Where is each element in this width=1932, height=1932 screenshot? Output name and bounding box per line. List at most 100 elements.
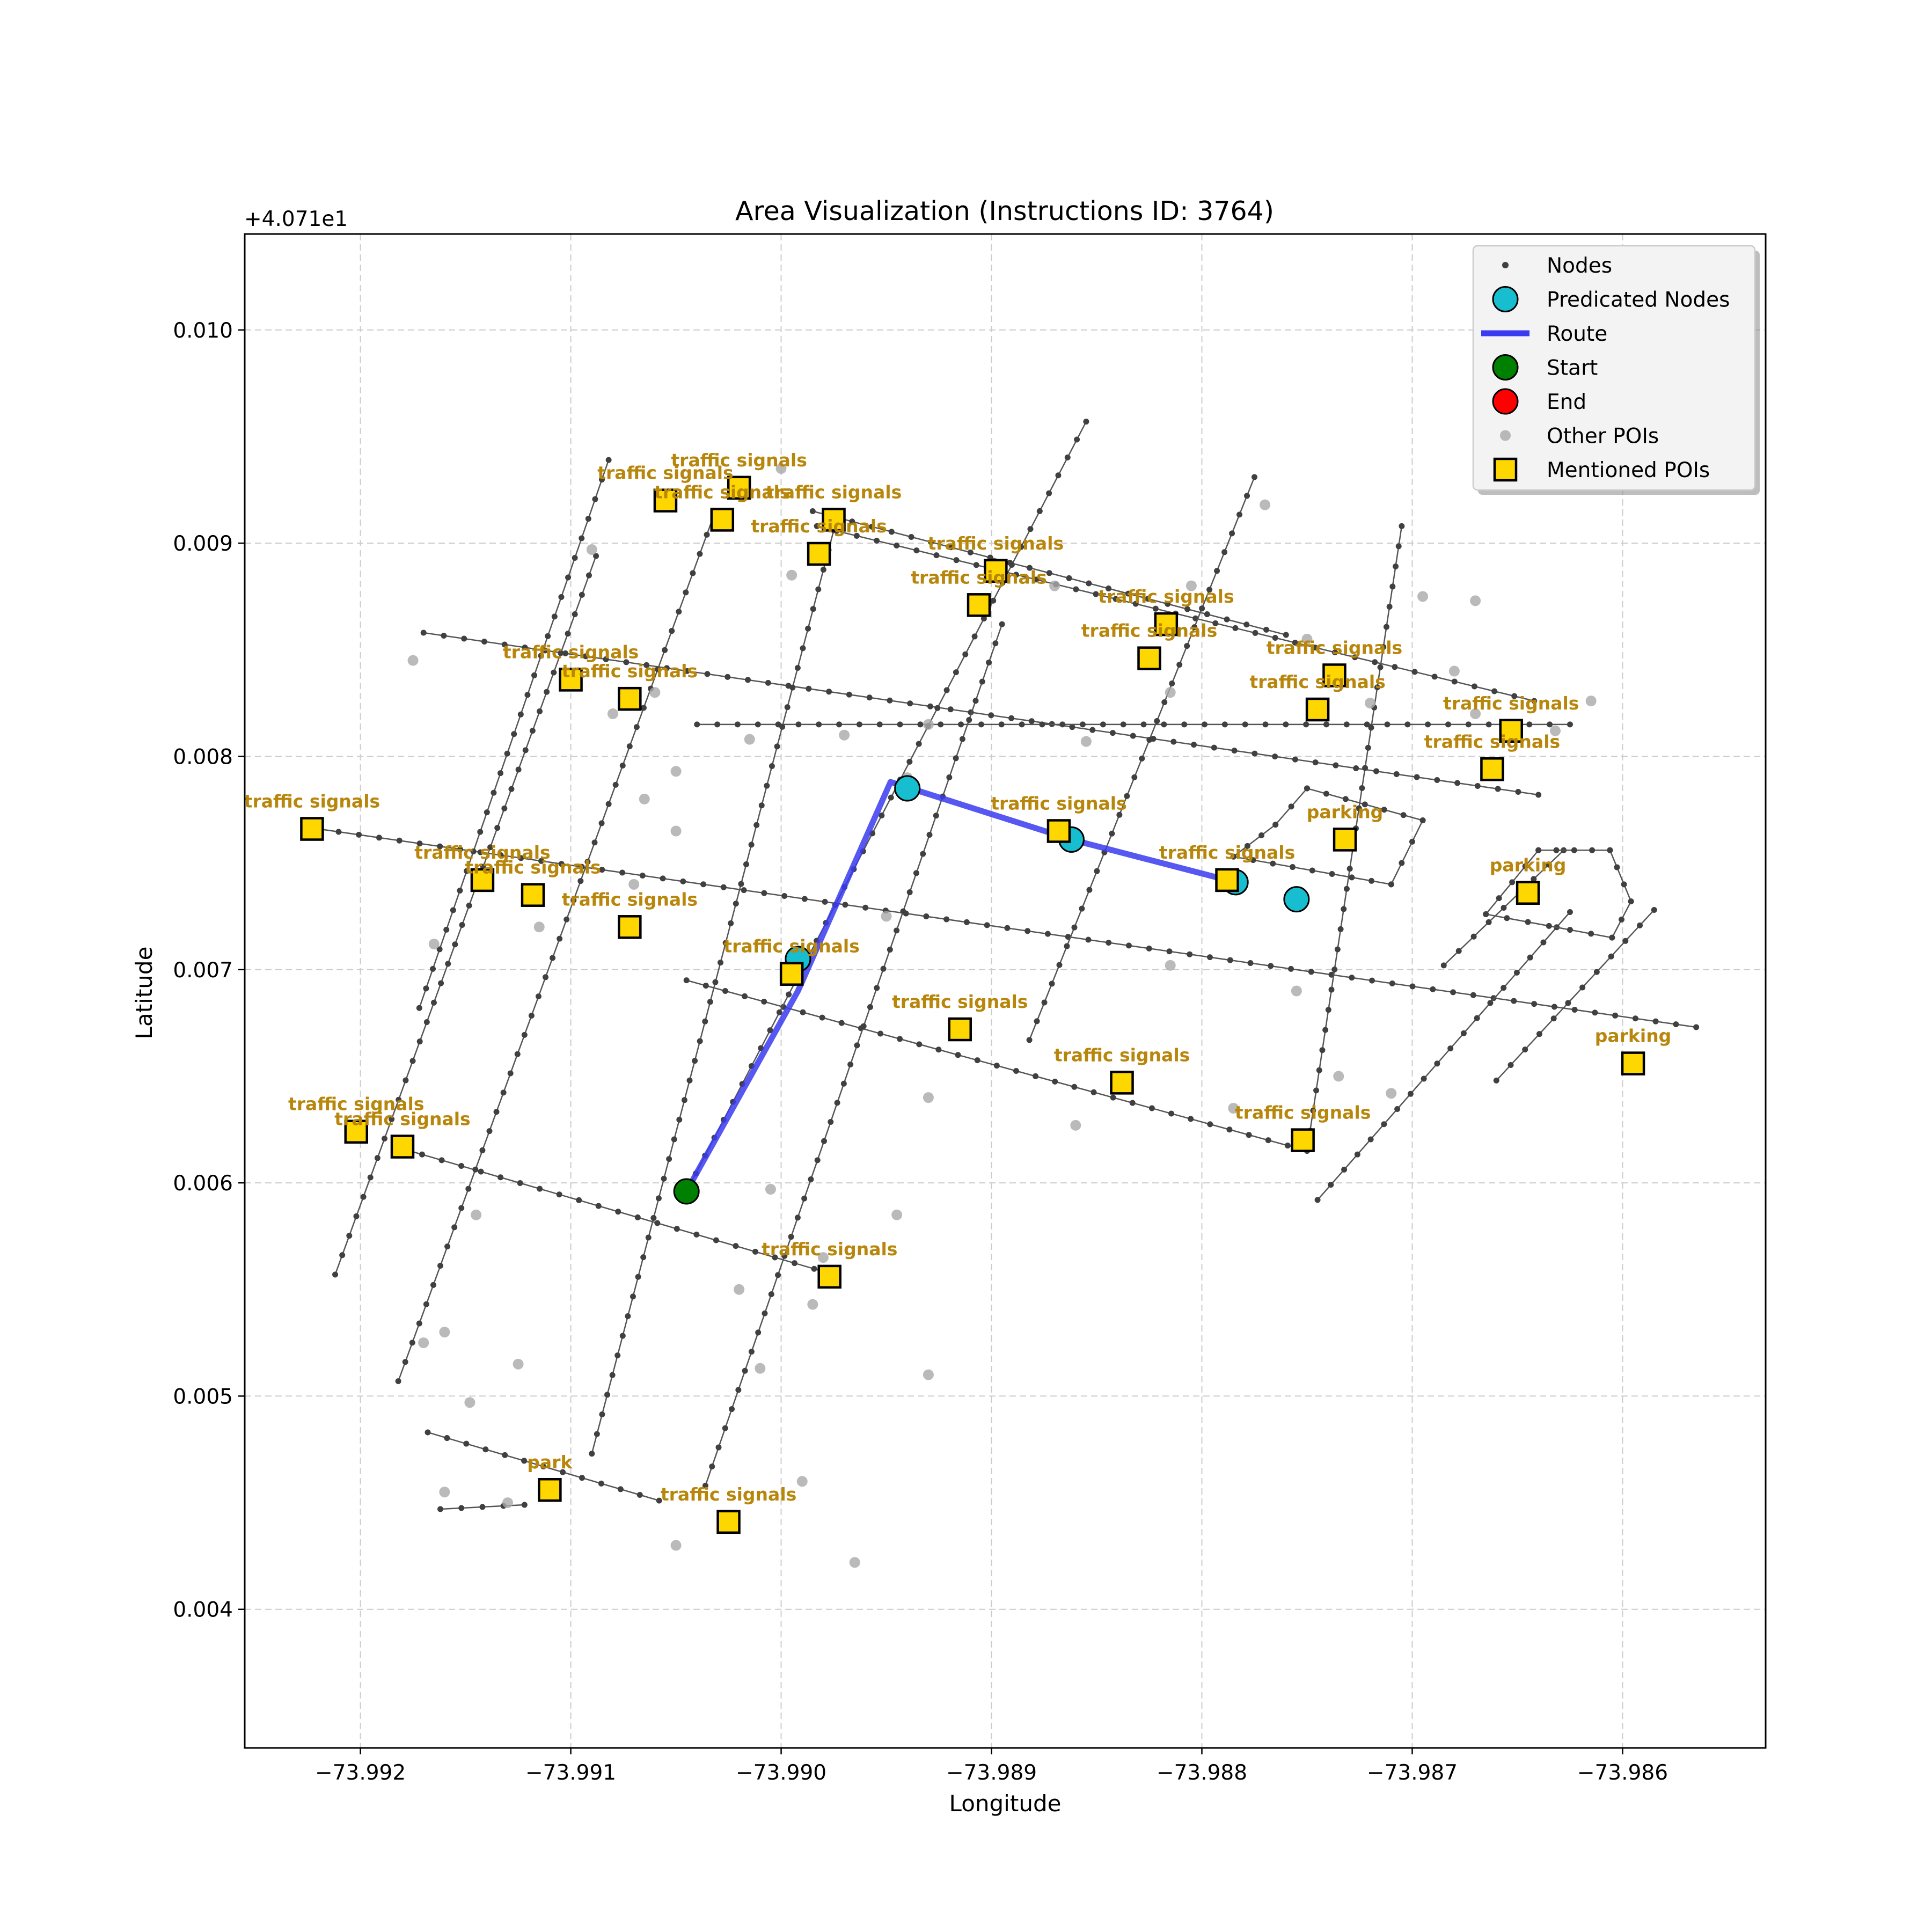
street-node xyxy=(1033,1073,1039,1079)
street-node xyxy=(1509,879,1516,885)
other-poi xyxy=(1291,985,1302,997)
street-node xyxy=(1609,934,1615,941)
street-node xyxy=(508,786,515,792)
street-node xyxy=(1019,721,1025,728)
street-node xyxy=(1325,1007,1331,1013)
street-node xyxy=(963,919,970,925)
street-node xyxy=(594,1431,600,1437)
street-node xyxy=(1341,1166,1348,1173)
street-node xyxy=(603,656,609,662)
street-node xyxy=(1176,662,1183,668)
x-axis-title: Longitude xyxy=(949,1790,1062,1817)
street-node xyxy=(524,692,531,698)
mentioned-poi-square xyxy=(653,488,678,513)
other-poi xyxy=(807,1299,818,1310)
street-node xyxy=(776,1009,782,1015)
street-node xyxy=(1146,945,1152,952)
street-node xyxy=(1109,730,1116,736)
street-node xyxy=(437,1263,444,1269)
street-node xyxy=(1166,948,1173,955)
street-node xyxy=(887,947,893,953)
street-node xyxy=(416,1038,423,1045)
other-poi xyxy=(670,1540,682,1551)
street-node xyxy=(1309,867,1315,874)
street-node xyxy=(1100,721,1106,728)
street-node xyxy=(1411,669,1418,675)
street-node xyxy=(367,1174,374,1181)
street-node xyxy=(722,940,729,946)
street-node xyxy=(1110,1094,1116,1101)
other-poi xyxy=(775,463,787,474)
street-node xyxy=(984,922,990,928)
other-poi xyxy=(817,1252,829,1263)
y-offset-label: +4.071e1 xyxy=(244,207,348,231)
street-node xyxy=(800,645,806,652)
other-poi xyxy=(755,1363,766,1374)
street-node xyxy=(1229,530,1235,537)
legend-entry-route: Route xyxy=(1481,322,1607,346)
other-poi xyxy=(1417,591,1429,602)
mentioned-poi-label: traffic signals xyxy=(661,1484,796,1505)
street-node xyxy=(774,743,780,750)
street-node xyxy=(502,1452,508,1458)
legend-marker xyxy=(1502,262,1509,268)
legend-box xyxy=(1472,245,1756,491)
street-node xyxy=(1207,1121,1213,1128)
street-node xyxy=(650,1214,657,1221)
street-node xyxy=(1323,791,1329,797)
street-node xyxy=(1206,954,1213,961)
other-poi xyxy=(639,793,650,804)
street-node xyxy=(1386,604,1393,610)
street-node xyxy=(1146,736,1153,743)
street-node xyxy=(862,904,869,911)
mentioned-pois: traffic signals traffic signals traffic si… xyxy=(244,450,1671,1534)
street-node xyxy=(1074,436,1080,443)
street-node xyxy=(669,628,675,634)
street-node xyxy=(1399,860,1405,866)
street-node xyxy=(959,736,965,742)
street-node xyxy=(1651,907,1657,913)
street-node xyxy=(1368,724,1374,731)
street-node xyxy=(1026,1037,1033,1043)
street-node xyxy=(1125,590,1131,597)
street-node xyxy=(916,741,922,747)
street-node xyxy=(1283,721,1289,728)
street-node xyxy=(458,1205,465,1211)
mentioned-poi-square xyxy=(1333,828,1357,852)
street-node xyxy=(707,999,713,1005)
street-node xyxy=(494,825,501,831)
street-node xyxy=(1612,1012,1619,1019)
street-node xyxy=(619,1333,626,1339)
other-poi xyxy=(734,1284,745,1295)
street-node xyxy=(768,1291,774,1298)
street-node xyxy=(1125,942,1132,949)
mentioned-poi-square xyxy=(390,1135,415,1159)
street-node xyxy=(335,829,342,835)
street-node xyxy=(722,988,728,994)
y-tick-label: 0.007 xyxy=(173,958,233,983)
street-node xyxy=(1303,721,1309,728)
other-poi xyxy=(533,921,545,933)
street-node xyxy=(1073,586,1079,592)
street-node xyxy=(479,1504,486,1510)
street-node xyxy=(811,1265,817,1272)
street-node xyxy=(1124,793,1130,799)
mentioned-poi-label: traffic signals xyxy=(1159,842,1295,863)
other-poi xyxy=(1185,580,1197,591)
mentioned-poi-label: traffic signals xyxy=(1054,1044,1190,1065)
street-segment xyxy=(1496,909,1655,1081)
x-tick-label: −73.991 xyxy=(525,1761,616,1785)
street-node xyxy=(423,985,429,992)
street-node xyxy=(579,535,585,541)
mentioned-poi-square xyxy=(1480,757,1504,781)
street-node xyxy=(1513,969,1520,976)
street-node xyxy=(992,640,999,647)
street-node xyxy=(457,887,463,894)
mentioned-poi-label: traffic signals xyxy=(1267,637,1402,658)
street-node xyxy=(1450,989,1457,996)
street-node xyxy=(1483,911,1489,917)
street-node xyxy=(958,721,964,728)
street-node xyxy=(1341,906,1347,912)
legend-label: Start xyxy=(1547,356,1598,380)
street-node xyxy=(1224,616,1230,623)
